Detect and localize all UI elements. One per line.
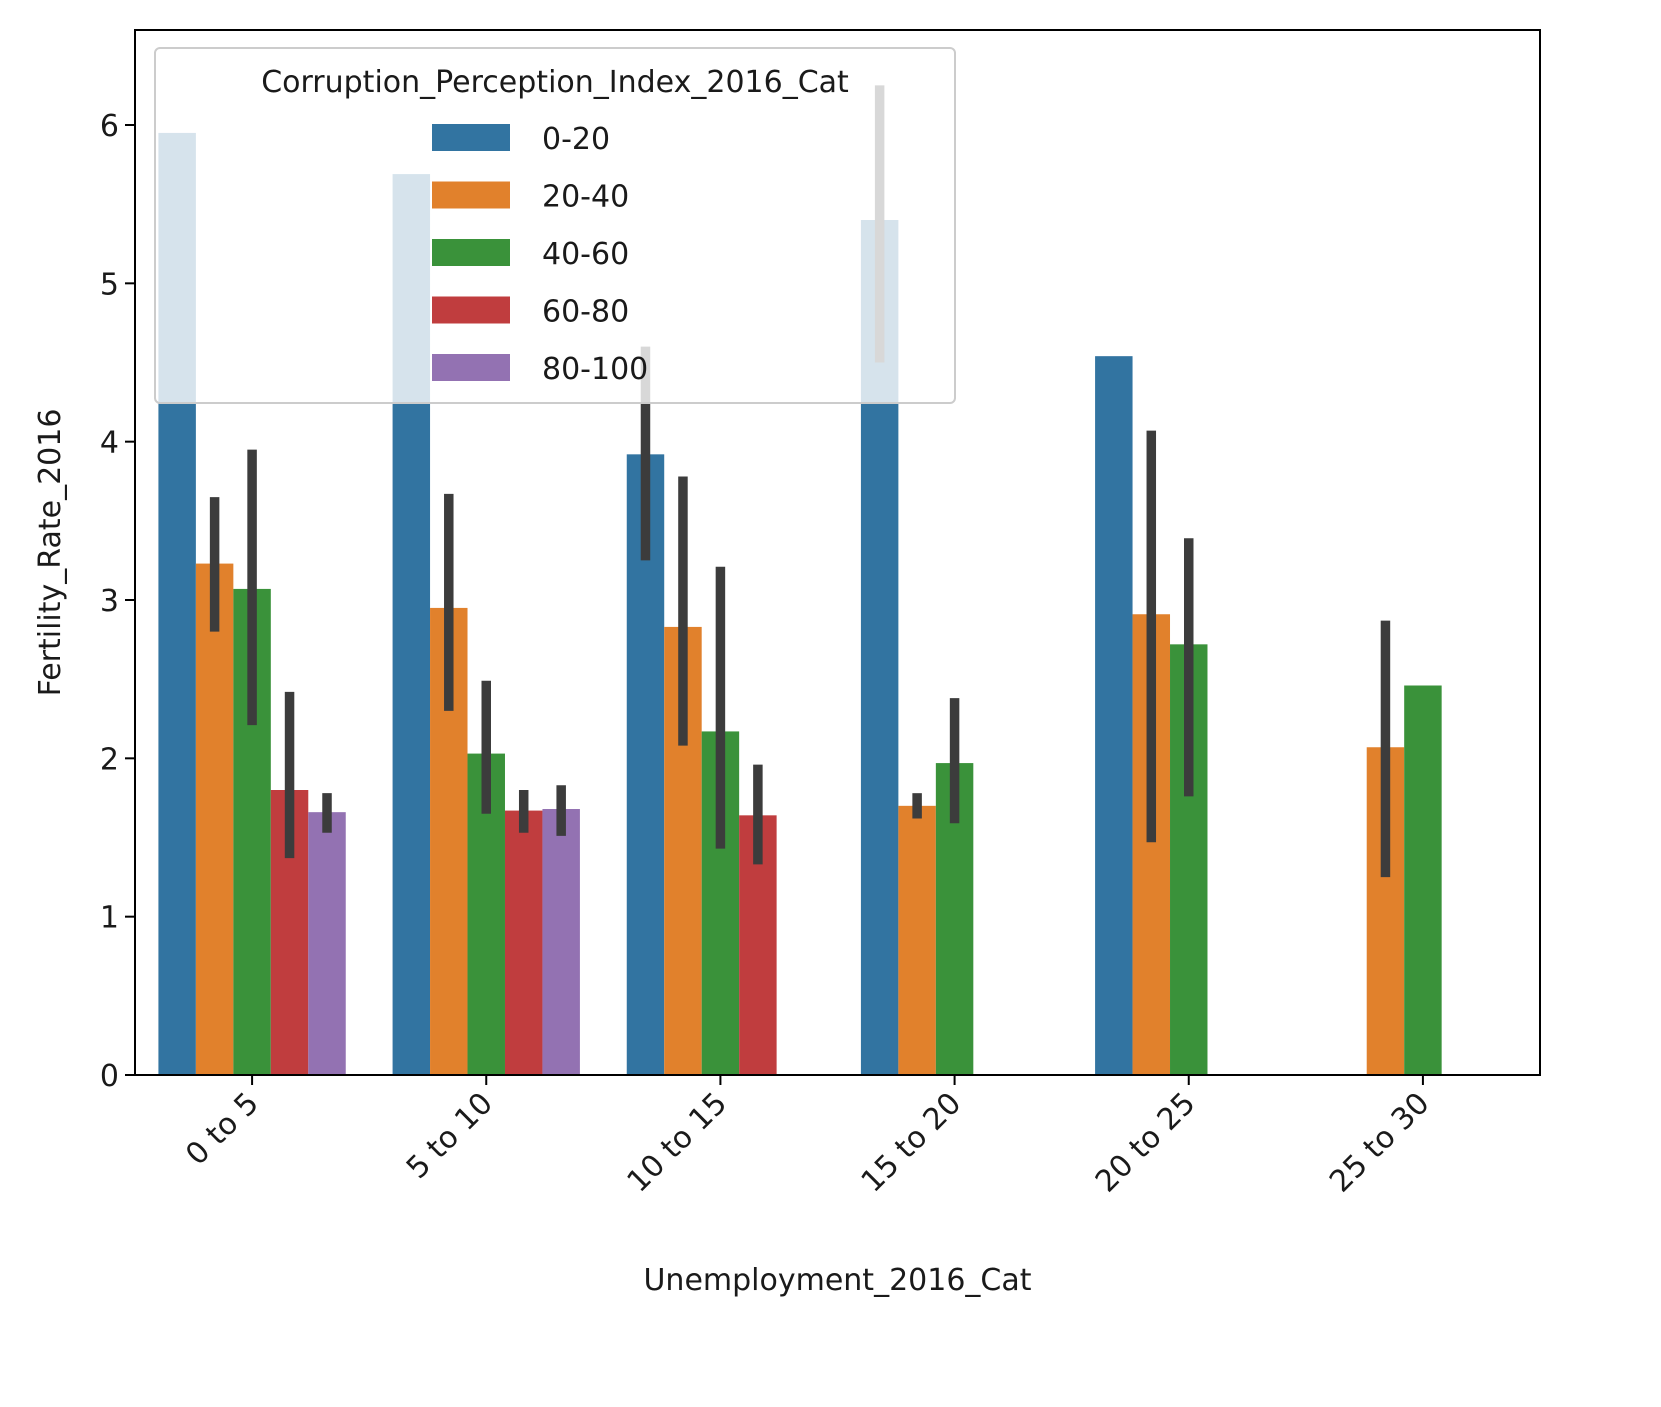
legend: Corruption_Perception_Index_2016_Cat 0-2…	[154, 47, 956, 404]
legend-label: 80-100	[542, 352, 648, 387]
x-tick-label: 10 to 15	[621, 1086, 735, 1200]
x-tick-label: 20 to 25	[1089, 1086, 1203, 1200]
y-tick-label: 2	[100, 742, 119, 777]
x-tick-label: 5 to 10	[400, 1086, 500, 1186]
legend-label: 60-80	[542, 295, 629, 330]
error-bars-layer	[209, 85, 1391, 878]
legend-items: 0-20 20-40 40-60 60-80 80-100	[432, 122, 648, 387]
legend-label: 20-40	[542, 180, 629, 215]
y-tick-label: 4	[100, 426, 119, 461]
y-tick-label: 0	[100, 1059, 119, 1094]
bar-80-100-1	[542, 809, 580, 1075]
x-tick-label: 25 to 30	[1323, 1086, 1437, 1200]
legend-label: 0-20	[542, 122, 610, 157]
legend-title: Corruption_Perception_Index_2016_Cat	[261, 65, 849, 100]
legend-label: 40-60	[542, 237, 629, 272]
bar-0-20-4	[1095, 356, 1133, 1076]
legend-swatch	[432, 296, 510, 324]
y-tick-label: 5	[100, 267, 119, 302]
bar-20-40-3	[898, 805, 936, 1075]
plot-frame	[134, 29, 1541, 1076]
bar-40-60-5	[1404, 685, 1442, 1075]
legend-swatch	[432, 181, 510, 209]
bar-20-40-0	[195, 563, 234, 1075]
legend-box	[154, 47, 956, 404]
bar-60-80-1	[504, 810, 543, 1075]
y-tick-label: 3	[100, 584, 119, 619]
bar-80-100-0	[308, 812, 346, 1075]
y-tick-label: 6	[100, 109, 119, 144]
x-axis-label: Unemployment_2016_Cat	[643, 1263, 1031, 1298]
legend-swatch	[432, 239, 510, 266]
y-axis-label: Fertility_Rate_2016	[33, 409, 68, 697]
x-tick-label: 0 to 5	[179, 1086, 266, 1173]
legend-swatch	[432, 124, 510, 151]
legend-swatch	[432, 354, 510, 381]
y-tick-label: 1	[100, 901, 119, 936]
x-tick-label: 15 to 20	[855, 1086, 969, 1200]
